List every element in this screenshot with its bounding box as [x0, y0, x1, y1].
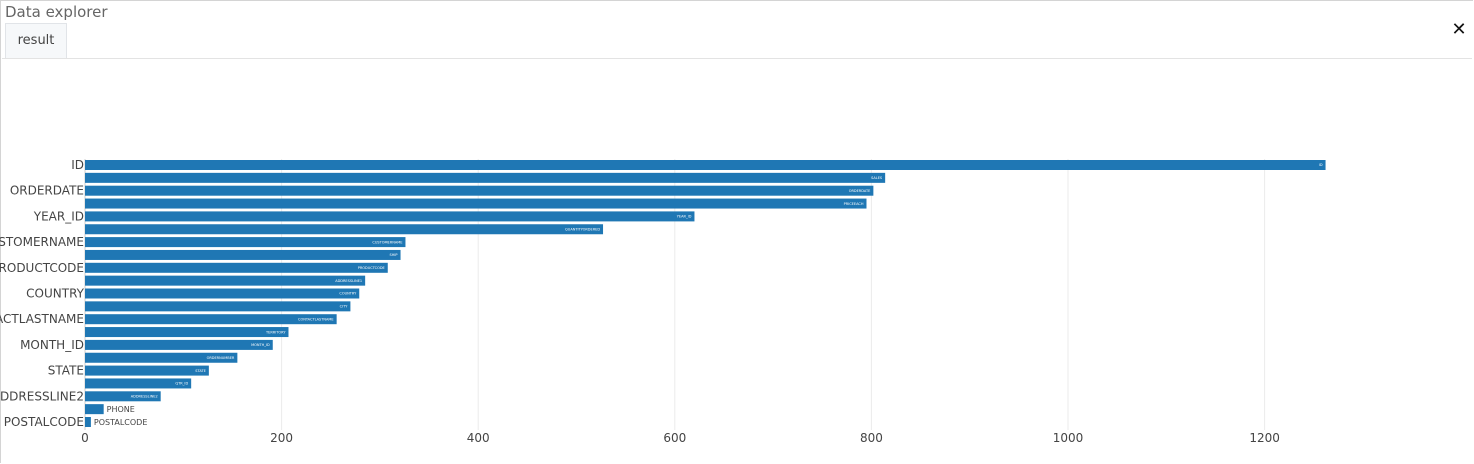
- tab-result[interactable]: result: [5, 23, 67, 58]
- bar: [85, 237, 406, 248]
- bar-data-label: CONTACTLASTNAME: [298, 317, 334, 321]
- bar-data-label: MONTH_ID: [251, 343, 270, 347]
- bar: [85, 339, 273, 350]
- y-tick-label: ORDERDATE: [10, 184, 84, 198]
- bar: [85, 198, 867, 209]
- bar: [85, 275, 366, 286]
- y-tick-label: CONTACTLASTNAME: [0, 312, 84, 326]
- y-tick-label: STATE: [48, 364, 84, 378]
- bar: [85, 352, 238, 363]
- bar: [85, 365, 209, 376]
- bar: [85, 249, 401, 260]
- x-tick-label: 600: [663, 431, 686, 445]
- bar: [85, 378, 192, 389]
- bar: [85, 404, 104, 415]
- bar-data-label: ORDERNUMBER: [207, 356, 235, 360]
- bar-data-label: COUNTRY: [339, 292, 357, 296]
- bar-data-label: STATE: [195, 369, 206, 373]
- y-tick-label: COUNTRY: [26, 287, 84, 301]
- bar: [85, 172, 886, 183]
- bar: [85, 417, 91, 427]
- x-tick-label: 800: [860, 431, 883, 445]
- bar: [85, 314, 337, 325]
- bar: [85, 185, 874, 196]
- bar-data-label: SALES: [871, 176, 883, 180]
- bar: [85, 224, 604, 235]
- bar-data-label: PHONE: [107, 405, 135, 414]
- y-tick-label: YEAR_ID: [33, 209, 84, 223]
- bar-data-label: ADDRESSLINE1: [335, 279, 362, 283]
- bar: [85, 327, 289, 338]
- x-tick-label: 0: [81, 431, 89, 445]
- bar: [85, 391, 161, 402]
- bar-data-label: YEAR_ID: [677, 215, 692, 219]
- bar: [85, 262, 388, 273]
- bar-data-label: POSTALCODE: [94, 418, 148, 427]
- y-tick-label: ID: [71, 158, 84, 172]
- y-tick-label: ADDRESSLINE2: [0, 389, 84, 403]
- x-tick-label: 400: [467, 431, 490, 445]
- bar: [85, 301, 351, 312]
- bar-data-label: PRODUCTCODE: [358, 266, 385, 270]
- bar-data-label: CUSTOMERNAME: [372, 240, 402, 244]
- bar: [85, 288, 360, 299]
- bar: [85, 211, 695, 222]
- y-tick-label: POSTALCODE: [4, 415, 84, 429]
- bar: [85, 160, 1326, 170]
- y-tick-label: CUSTOMERNAME: [0, 235, 84, 249]
- x-tick-label: 200: [270, 431, 293, 445]
- bar-data-label: ID: [1319, 163, 1323, 167]
- close-icon[interactable]: ✕: [1451, 19, 1467, 40]
- bar-data-label: QUANTITYORDERED: [565, 227, 600, 231]
- bar-data-label: TERRITORY: [265, 330, 286, 334]
- tab-bar: [2, 58, 1472, 59]
- y-tick-label: MONTH_ID: [20, 338, 84, 352]
- window-title: Data explorer: [5, 3, 108, 21]
- bar-data-label: CITY: [340, 305, 349, 309]
- bar-data-label: QTR_ID: [175, 382, 188, 386]
- x-tick-label: 1200: [1249, 431, 1280, 445]
- y-tick-label: PRODUCTCODE: [0, 261, 84, 275]
- bar-data-label: ORDERDATE: [849, 189, 871, 193]
- x-tick-label: 1000: [1053, 431, 1084, 445]
- bar-data-label: ADDRESSLINE2: [131, 395, 158, 399]
- bar-data-label: PRICEEACH: [844, 202, 864, 206]
- bar-data-label: SHIP: [390, 253, 398, 257]
